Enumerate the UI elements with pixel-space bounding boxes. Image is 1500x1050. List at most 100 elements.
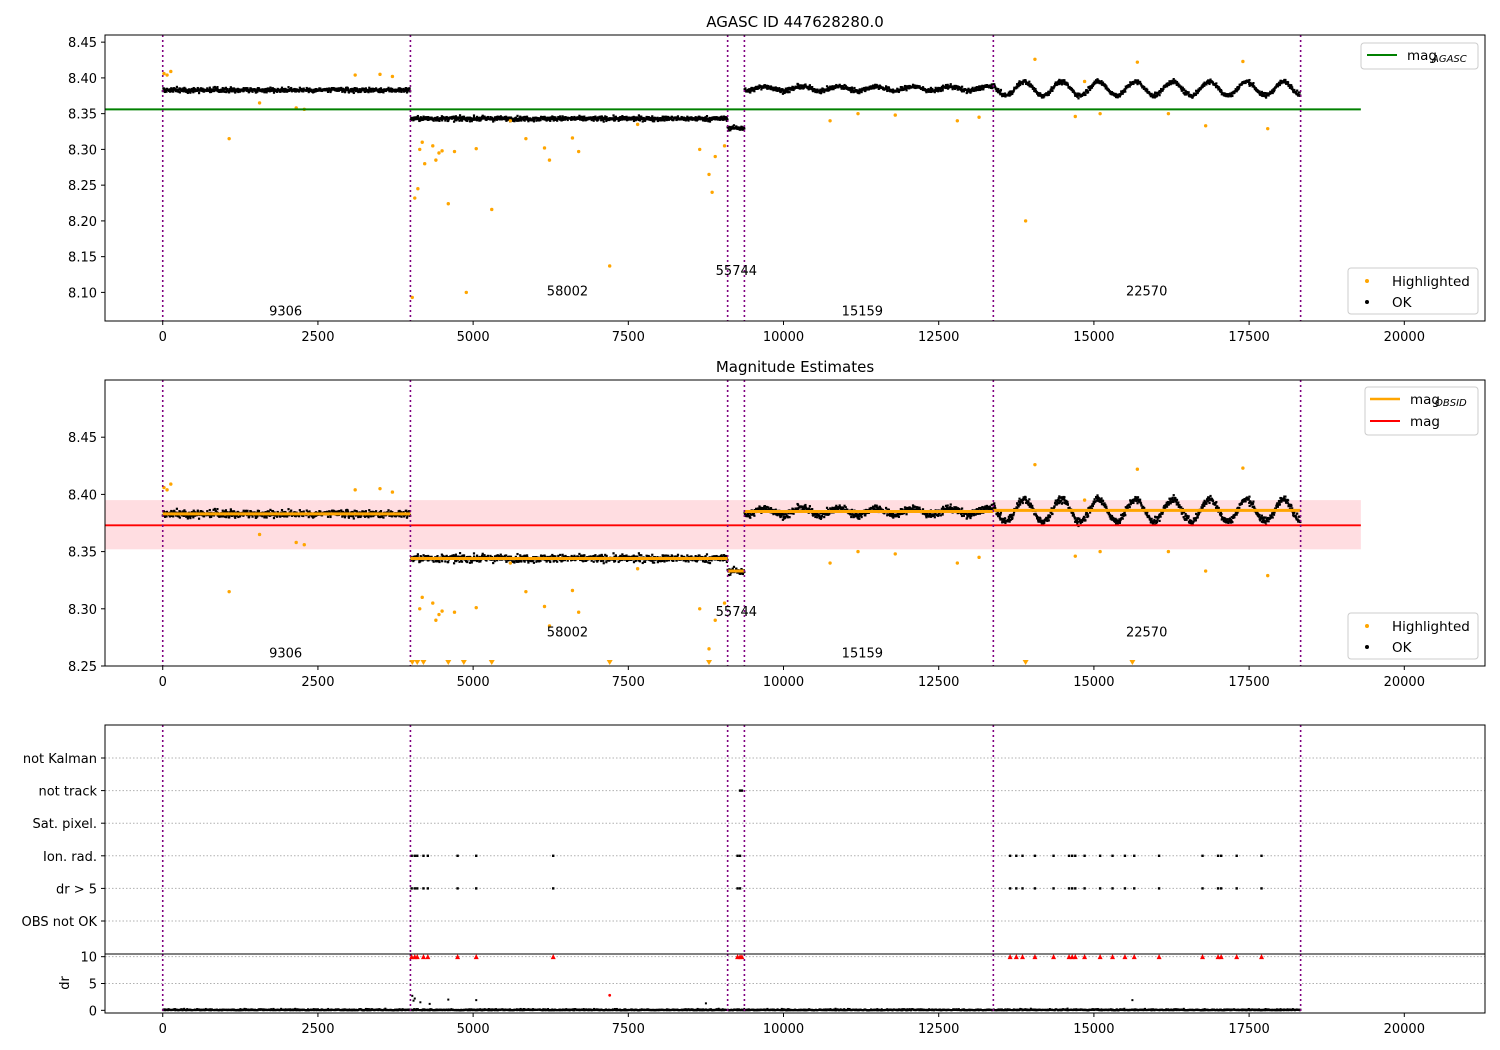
- ok-point: [1185, 93, 1188, 96]
- ok-point: [997, 87, 1000, 91]
- highlighted-point: [570, 136, 575, 140]
- ok-point: [499, 117, 502, 121]
- ok-point: [637, 552, 641, 555]
- ok-point: [469, 559, 473, 562]
- ok-point: [347, 91, 351, 94]
- highlighted-point: [1266, 126, 1270, 131]
- highlighted-point: [437, 151, 441, 155]
- ok-point: [1050, 86, 1053, 89]
- ok-point: [323, 511, 326, 514]
- ok-point: [498, 554, 501, 558]
- ok-point: [602, 119, 605, 122]
- ok-point: [435, 118, 439, 122]
- ok-point: [206, 87, 209, 90]
- ok-point: [719, 118, 722, 121]
- ok-point: [740, 127, 743, 131]
- ok-point: [1107, 88, 1110, 92]
- ok-point: [302, 87, 305, 90]
- ok-point: [265, 516, 268, 519]
- x-tick-label: 15000: [1073, 330, 1114, 345]
- ok-point: [705, 560, 708, 563]
- ok-point: [539, 559, 542, 562]
- ok-point: [224, 86, 228, 89]
- ok-point: [377, 90, 380, 94]
- ok-point: [1199, 87, 1202, 90]
- ok-point: [1153, 96, 1156, 99]
- ok-point: [481, 114, 484, 117]
- ok-point: [1039, 92, 1042, 95]
- ok-point: [214, 509, 217, 513]
- ok-point: [432, 119, 435, 122]
- ok-point: [470, 561, 473, 564]
- ok-point: [184, 510, 187, 513]
- ok-point: [1187, 91, 1190, 94]
- ok-point: [267, 510, 270, 513]
- ok-point: [647, 116, 651, 119]
- ok-point: [885, 88, 888, 91]
- ok-point: [1262, 91, 1266, 95]
- ok-point: [302, 510, 305, 513]
- ok-point: [281, 90, 284, 93]
- ok-point: [391, 511, 394, 514]
- ok-point: [400, 90, 403, 93]
- ok-point: [667, 554, 670, 557]
- ok-point: [447, 560, 450, 564]
- ok-point: [1019, 83, 1022, 87]
- ok-point: [456, 555, 459, 558]
- ok-point: [559, 117, 563, 120]
- highlighted-point: [440, 149, 444, 153]
- ok-point: [937, 89, 940, 92]
- ok-point: [471, 559, 475, 562]
- ok-point: [781, 92, 785, 95]
- ok-point: [298, 90, 301, 93]
- ok-point: [1029, 84, 1033, 87]
- ok-point: [326, 87, 329, 90]
- ok-point: [554, 559, 558, 562]
- ok-point: [571, 118, 574, 121]
- ok-point: [246, 509, 249, 512]
- ok-point: [748, 88, 751, 91]
- ok-point: [441, 560, 444, 563]
- ok-point: [819, 515, 822, 518]
- ok-point: [186, 517, 189, 520]
- ok-point: [721, 555, 724, 558]
- ok-point: [774, 86, 777, 89]
- ok-point: [614, 554, 617, 557]
- ok-point: [200, 510, 203, 513]
- ok-point: [735, 567, 738, 570]
- highlighted-point: [576, 149, 581, 154]
- ok-point: [579, 118, 582, 121]
- ok-point: [248, 89, 252, 92]
- obsid-label: 58002: [547, 284, 588, 299]
- ok-point: [293, 511, 296, 514]
- ok-point: [178, 516, 181, 519]
- ok-point: [324, 511, 328, 514]
- ok-point: [753, 90, 756, 93]
- ok-point: [941, 88, 944, 91]
- ok-point: [208, 88, 211, 91]
- y-tick-label: 8.10: [68, 286, 97, 301]
- ok-point: [280, 508, 284, 512]
- ok-point: [520, 119, 523, 122]
- y-tick-label: 8.15: [68, 251, 97, 266]
- ok-point: [263, 91, 266, 94]
- ok-point: [178, 91, 181, 94]
- ok-point: [835, 504, 838, 507]
- p1-legend-ok: OK: [1392, 295, 1413, 311]
- ok-point: [468, 561, 472, 564]
- ok-point: [729, 129, 732, 132]
- ok-point: [201, 510, 204, 513]
- ok-point: [1201, 85, 1204, 88]
- ok-point: [843, 504, 846, 507]
- ok-point: [269, 86, 272, 89]
- ok-point: [429, 116, 432, 119]
- ok-point: [825, 85, 829, 88]
- ok-point: [1291, 86, 1294, 89]
- ok-point: [549, 116, 552, 119]
- ok-point: [1266, 93, 1269, 97]
- ok-point: [1075, 93, 1078, 96]
- ok-point: [355, 89, 358, 93]
- ok-point: [782, 516, 785, 519]
- ok-point: [1088, 85, 1091, 89]
- ok-point: [1136, 83, 1139, 86]
